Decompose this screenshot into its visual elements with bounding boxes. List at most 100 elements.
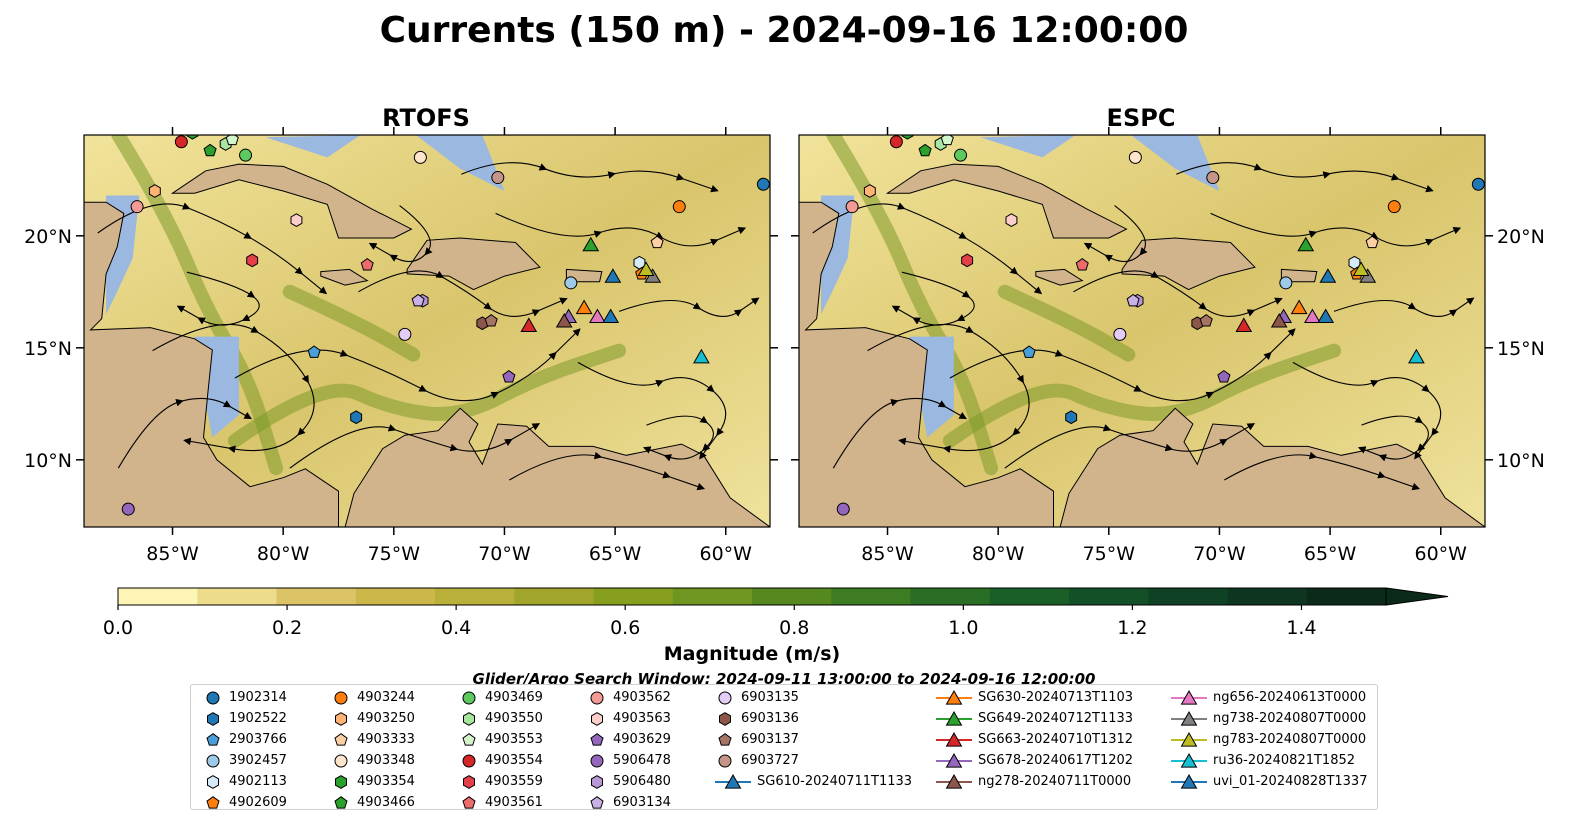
legend-label: 5906480 — [613, 774, 671, 789]
legend-symbol — [1171, 773, 1207, 789]
marker-6903727 — [1206, 171, 1220, 185]
x-tick-label: 85°W — [146, 543, 199, 565]
legend-item: 4903466 — [331, 792, 415, 813]
legend-symbol — [206, 691, 220, 704]
legend-marker — [1180, 752, 1198, 768]
legend-symbol — [590, 691, 604, 704]
legend-symbol — [936, 710, 972, 726]
streamline — [1224, 451, 1421, 491]
colorbar-tick-label: 0.0 — [103, 617, 133, 639]
legend-symbol — [718, 691, 732, 704]
marker-4903559 — [246, 253, 259, 268]
legend-marker — [206, 732, 220, 746]
colorbar-segment — [752, 588, 832, 605]
marker-4903553 — [225, 135, 239, 146]
legend-item: 4903559 — [459, 771, 543, 792]
streamline — [832, 397, 967, 469]
legend-symbol — [462, 754, 476, 767]
legend-label: 4903354 — [357, 774, 415, 789]
legend-item: 4903553 — [459, 729, 543, 750]
legend-symbol — [462, 691, 476, 704]
legend-item: 3902457 — [203, 750, 287, 771]
marker-uvi_01-20240828T1337 — [1317, 308, 1335, 323]
shallow-water — [265, 135, 361, 158]
legend-marker — [945, 731, 963, 747]
legend-marker — [590, 795, 604, 809]
marker-SG630-20240713T1103 — [575, 299, 593, 315]
legend-label: SG678-20240617T1202 — [978, 753, 1134, 768]
legend-label: 4903244 — [357, 690, 415, 705]
x-tick-label: 60°W — [700, 543, 753, 565]
streamline — [1073, 270, 1283, 317]
marker-4903333 — [1365, 235, 1379, 249]
legend-marker — [1180, 731, 1198, 747]
legend-label: 4903559 — [485, 774, 543, 789]
legend-item: 4903629 — [587, 729, 671, 750]
streamline — [1333, 297, 1475, 317]
marker-4903554 — [889, 135, 903, 149]
colorbar-tick-label: 1.4 — [1286, 617, 1316, 639]
marker-4903554 — [174, 135, 188, 149]
colorbar-segment — [593, 588, 674, 605]
colorbar-segment — [1306, 588, 1387, 605]
legend-marker — [945, 689, 963, 705]
legend-item: uvi_01-20240828T1337 — [1171, 771, 1367, 792]
legend-marker — [719, 711, 731, 726]
streamline — [495, 212, 747, 247]
legend-label: 6903727 — [741, 753, 799, 768]
legend-item: 4903562 — [587, 687, 671, 708]
legend-item: SG630-20240713T1103 — [936, 687, 1133, 708]
legend-label: ng656-20240613T0000 — [1213, 690, 1367, 705]
legend-marker — [462, 691, 476, 704]
colorbar: 0.0 0.2 0.4 0.6 0.8 1.0 1.2 1.4 — [103, 587, 1449, 639]
colorbar-tick-label: 0.6 — [610, 617, 640, 639]
legend-item: ng783-20240807T0000 — [1171, 729, 1366, 750]
legend-label: 4903563 — [613, 711, 671, 726]
legend-item: ng278-20240711T0000 — [936, 771, 1131, 792]
legend-item: ng656-20240613T0000 — [1171, 687, 1366, 708]
streamline — [1292, 361, 1442, 460]
legend-label: 4902113 — [229, 774, 287, 789]
legend-symbol — [334, 691, 348, 704]
panel-title-espc: ESPC — [1107, 104, 1176, 132]
x-tick-label: 80°W — [257, 543, 310, 565]
legend-label: 4903561 — [485, 795, 543, 810]
legend-label: 6903135 — [741, 690, 799, 705]
legend-item: 4903244 — [331, 687, 415, 708]
legend-label: SG610-20240711T1133 — [757, 774, 913, 789]
marker-ng656-20240613T0000 — [589, 308, 606, 323]
x-tick-label: 60°W — [1415, 543, 1468, 565]
legend-symbol — [1171, 731, 1207, 747]
colorbar-frame — [117, 587, 1387, 606]
legend-marker — [335, 774, 347, 789]
marker-5906478 — [836, 502, 850, 516]
legend-label: 4903562 — [613, 690, 671, 705]
streamline — [368, 205, 433, 263]
legend-item: 4903563 — [587, 708, 671, 729]
colorbar-segment — [118, 588, 198, 605]
legend-symbol — [936, 689, 972, 705]
legend-marker — [462, 754, 476, 767]
shallow-water — [415, 135, 505, 191]
legend-marker — [724, 773, 742, 789]
legend-marker — [590, 691, 604, 704]
shallow-water — [980, 135, 1076, 158]
legend-label: 3902457 — [229, 753, 287, 768]
legend-label: ng738-20240807T0000 — [1213, 711, 1367, 726]
streamline — [1004, 423, 1256, 469]
legend-symbol — [334, 754, 348, 767]
legend-item: 1902314 — [203, 687, 287, 708]
streamline — [1357, 415, 1429, 462]
marker-4903562 — [130, 200, 144, 214]
marker-SG649-20240712T1133 — [582, 236, 600, 252]
marker-4903250 — [863, 184, 876, 198]
marker-SG610-20240711T1133 — [1319, 268, 1337, 283]
marker-SG610-20240711T1133 — [604, 268, 622, 283]
marker-6903137 — [484, 313, 498, 327]
streamline — [117, 397, 252, 469]
marker-6903137 — [1199, 313, 1213, 327]
streamline — [176, 271, 260, 326]
legend: 1902314 1902522 2903766 3902457 4902113 49026… — [190, 684, 1378, 810]
legend-item: 4903333 — [331, 729, 415, 750]
